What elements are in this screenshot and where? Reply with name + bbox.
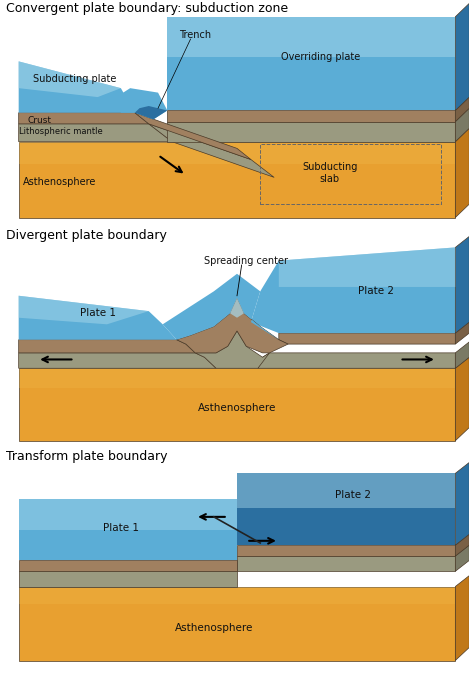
Polygon shape bbox=[237, 473, 456, 508]
Polygon shape bbox=[18, 142, 456, 164]
Polygon shape bbox=[149, 124, 274, 177]
Text: Overriding plate: Overriding plate bbox=[281, 52, 360, 62]
Text: Asthenosphere: Asthenosphere bbox=[174, 623, 253, 633]
Polygon shape bbox=[167, 122, 456, 142]
Polygon shape bbox=[456, 3, 469, 110]
Polygon shape bbox=[456, 342, 469, 368]
Polygon shape bbox=[251, 247, 456, 333]
Text: Crust: Crust bbox=[28, 116, 52, 125]
Polygon shape bbox=[195, 331, 270, 368]
Polygon shape bbox=[279, 247, 456, 287]
Polygon shape bbox=[18, 587, 456, 660]
Polygon shape bbox=[18, 296, 149, 324]
Polygon shape bbox=[456, 545, 469, 571]
Text: Spreading center: Spreading center bbox=[204, 256, 288, 266]
Text: Plate 2: Plate 2 bbox=[358, 287, 394, 296]
Polygon shape bbox=[18, 296, 177, 339]
Text: Trench: Trench bbox=[179, 30, 211, 40]
Polygon shape bbox=[237, 545, 456, 556]
Polygon shape bbox=[135, 106, 167, 120]
Polygon shape bbox=[18, 500, 237, 560]
Polygon shape bbox=[18, 587, 456, 604]
Text: Plate 2: Plate 2 bbox=[335, 490, 371, 500]
Polygon shape bbox=[456, 462, 469, 545]
Polygon shape bbox=[18, 353, 216, 368]
Polygon shape bbox=[18, 62, 121, 97]
Text: Asthenosphere: Asthenosphere bbox=[23, 177, 97, 187]
Text: Plate 1: Plate 1 bbox=[80, 308, 116, 318]
Polygon shape bbox=[18, 560, 237, 571]
Polygon shape bbox=[456, 357, 469, 441]
Polygon shape bbox=[18, 339, 195, 353]
Text: Convergent plate boundary: subduction zone: Convergent plate boundary: subduction zo… bbox=[6, 2, 288, 16]
Polygon shape bbox=[456, 108, 469, 142]
Polygon shape bbox=[135, 113, 251, 160]
Polygon shape bbox=[18, 500, 237, 530]
Polygon shape bbox=[18, 368, 456, 441]
Polygon shape bbox=[279, 333, 456, 344]
Polygon shape bbox=[163, 274, 279, 339]
Polygon shape bbox=[456, 534, 469, 556]
Polygon shape bbox=[167, 110, 456, 122]
Polygon shape bbox=[18, 571, 237, 587]
Polygon shape bbox=[258, 353, 456, 368]
Polygon shape bbox=[456, 128, 469, 218]
Text: Subducting
slab: Subducting slab bbox=[302, 162, 357, 184]
Text: Asthenosphere: Asthenosphere bbox=[198, 403, 276, 413]
Text: Plate 1: Plate 1 bbox=[103, 523, 139, 533]
Polygon shape bbox=[456, 576, 469, 660]
Polygon shape bbox=[167, 17, 456, 57]
Polygon shape bbox=[456, 97, 469, 122]
Polygon shape bbox=[167, 17, 456, 110]
Polygon shape bbox=[237, 473, 456, 545]
Polygon shape bbox=[230, 298, 244, 318]
Text: Divergent plate boundary: Divergent plate boundary bbox=[6, 228, 166, 241]
Polygon shape bbox=[18, 62, 135, 113]
Polygon shape bbox=[237, 556, 456, 571]
Polygon shape bbox=[18, 124, 172, 142]
Polygon shape bbox=[18, 368, 456, 388]
Polygon shape bbox=[18, 113, 149, 124]
Polygon shape bbox=[456, 237, 469, 333]
Polygon shape bbox=[116, 88, 167, 120]
Text: Subducting plate: Subducting plate bbox=[33, 74, 116, 84]
Polygon shape bbox=[177, 298, 288, 353]
Text: Transform plate boundary: Transform plate boundary bbox=[6, 450, 167, 463]
Polygon shape bbox=[456, 322, 469, 344]
Polygon shape bbox=[18, 142, 456, 218]
Text: Lithospheric mantle: Lithospheric mantle bbox=[18, 127, 102, 137]
